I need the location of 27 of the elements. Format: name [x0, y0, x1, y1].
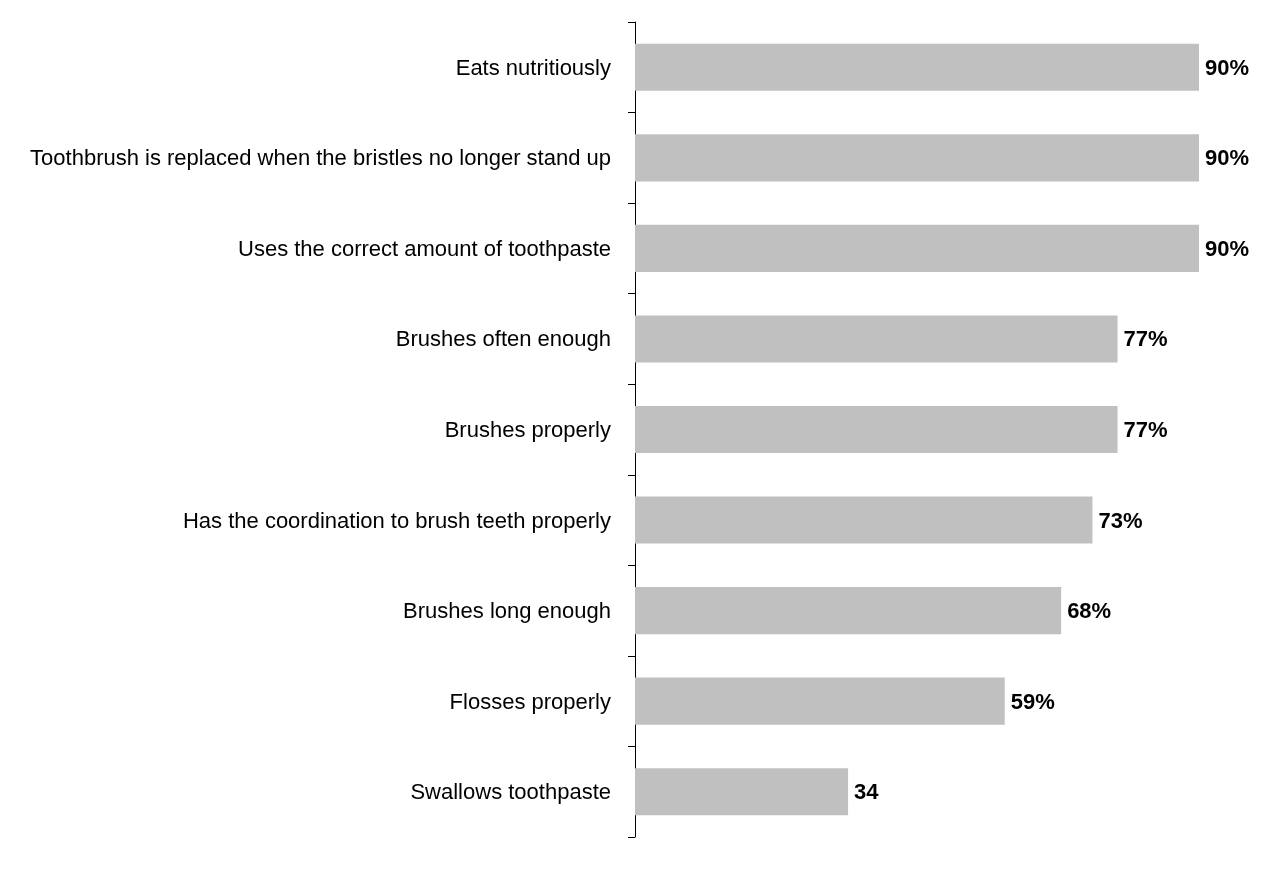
bar [635, 224, 1199, 272]
bar [635, 587, 1062, 635]
bar [635, 768, 849, 816]
y-tick-label: Has the coordination to brush teeth properly [182, 507, 611, 533]
data-label: 77% [1123, 326, 1168, 352]
data-label: 90% [1205, 54, 1250, 80]
bar [635, 405, 1118, 454]
bar [635, 43, 1199, 91]
y-tick-label: Uses the correct amount of toothpaste [238, 235, 611, 261]
y-tick-label: Flosses properly [449, 688, 611, 714]
data-label: 73% [1098, 507, 1143, 533]
bar [635, 496, 1093, 544]
y-tick-label: Toothbrush is replaced when the bristles no longer stand up [30, 145, 611, 171]
y-tick-label: Brushes properly [444, 417, 611, 442]
bar [635, 677, 1005, 725]
data-label: 77% [1123, 417, 1168, 442]
data-label: 90% [1205, 235, 1250, 261]
y-tick-label: Eats nutritiously [455, 54, 611, 80]
y-tick-label: Swallows toothpaste [410, 779, 611, 805]
data-label: 90% [1205, 145, 1250, 171]
data-label: 59% [1010, 688, 1055, 714]
y-tick-label: Brushes often enough [395, 326, 611, 352]
y-tick-label: Brushes long enough [403, 598, 611, 624]
data-label: 34 [854, 779, 880, 805]
data-label: 68% [1067, 598, 1112, 624]
bar [635, 315, 1118, 363]
bar [635, 134, 1199, 182]
